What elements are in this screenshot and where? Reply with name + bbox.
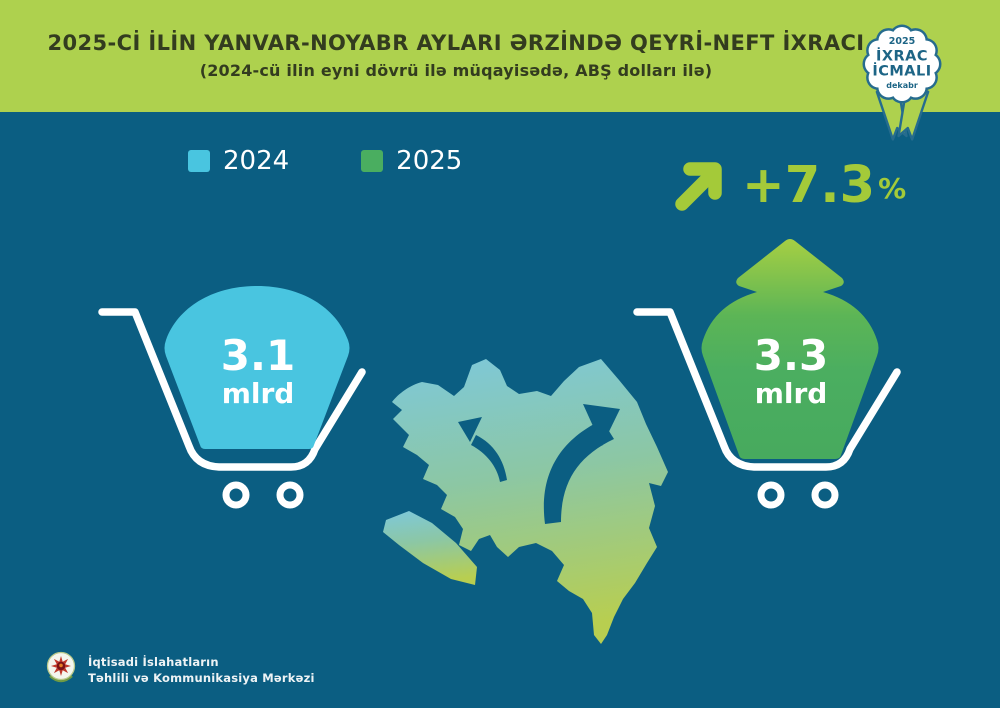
legend-label-2024: 2024 (223, 146, 290, 176)
badge-month: dekabr (886, 81, 918, 90)
legend-swatch-2025 (361, 150, 384, 172)
badge-line2: İCMALI (872, 63, 931, 80)
footer: İqtisadi İslahatların Təhlili və Kommuni… (46, 650, 315, 690)
export-arrows-icon (458, 404, 620, 524)
growth-indicator: +7.3 % (670, 158, 906, 214)
value-2025: 3.3 mlrd (726, 334, 856, 410)
trend-up-arrow-icon (675, 162, 722, 211)
badge-line1: İXRAC (876, 48, 928, 65)
page-subtitle: (2024-cü ilin eyni dövrü ilə müqayisədə,… (199, 61, 713, 81)
legend-swatch-2024 (188, 150, 210, 172)
value-2024: 3.1 mlrd (193, 334, 323, 410)
cart-2024 (98, 286, 366, 509)
state-emblem-icon (46, 651, 76, 683)
cart-2025 (633, 239, 901, 509)
cart-2025-outline (633, 308, 901, 471)
legend-item-2024: 2024 (188, 146, 289, 176)
header-band: 2025-Cİ İLİN YANVAR-NOYABR AYLARI ƏRZİND… (0, 0, 1000, 112)
cart-2025-wheels (757, 481, 839, 509)
cart-2024-wheels (222, 481, 304, 509)
badge-year: 2025 (889, 36, 915, 47)
azerbaijan-map (383, 359, 668, 644)
legend-label-2025: 2025 (396, 146, 463, 176)
cart-2025-fill-blob-arrow (701, 239, 879, 459)
cart-2024-fill-blob (164, 286, 350, 449)
page-title: 2025-Cİ İLİN YANVAR-NOYABR AYLARI ƏRZİND… (47, 31, 865, 55)
org-name: İqtisadi İslahatların Təhlili və Kommuni… (88, 650, 315, 686)
map-nakhchivan (383, 511, 477, 585)
value-2024-unit: mlrd (221, 377, 295, 410)
org-name-line2: Təhlili və Kommunikasiya Mərkəzi (88, 671, 315, 685)
org-name-line1: İqtisadi İslahatların (88, 655, 219, 669)
award-badge: 2025 İXRAC İCMALI dekabr (862, 24, 942, 141)
growth-unit: % (878, 172, 907, 205)
legend-item-2025: 2025 (361, 146, 462, 176)
header-text-block: 2025-Cİ İLİN YANVAR-NOYABR AYLARI ƏRZİND… (0, 30, 912, 80)
legend: 2024 2025 (188, 146, 462, 176)
value-2024-amount: 3.1 (220, 331, 296, 380)
value-2025-amount: 3.3 (753, 331, 829, 380)
value-2025-unit: mlrd (754, 377, 828, 410)
growth-value: +7.3 (742, 156, 876, 215)
cart-2024-outline (98, 308, 366, 471)
